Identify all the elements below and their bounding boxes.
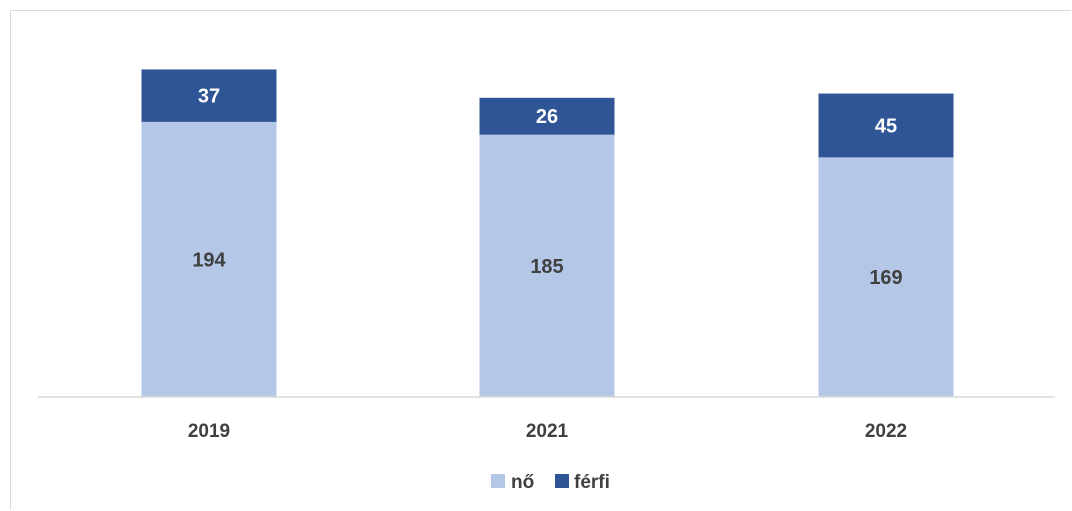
legend-label-ferfi: férfi <box>574 472 610 493</box>
legend: nő férfi <box>491 472 610 493</box>
data-label-ferfi-2021: 26 <box>536 106 558 128</box>
bar-ferfi-2021 <box>479 97 615 135</box>
bars-group: 194 37 185 26 169 45 <box>141 69 954 398</box>
legend-label-no: nő <box>511 472 534 493</box>
x-tick-label-2022: 2022 <box>865 421 907 442</box>
data-label-no-2019: 194 <box>192 249 226 271</box>
data-label-ferfi-2019: 37 <box>198 86 220 108</box>
legend-swatch-no <box>491 474 505 488</box>
x-tick-label-2021: 2021 <box>526 421 569 442</box>
bar-no-2019 <box>141 121 277 398</box>
x-tick-label-2019: 2019 <box>188 421 230 442</box>
bar-no-2021 <box>479 134 615 398</box>
data-label-no-2021: 185 <box>530 256 563 278</box>
x-tick-labels: 2019 2021 2022 <box>188 421 907 442</box>
data-label-no-2022: 169 <box>869 267 902 289</box>
chart-frame <box>10 10 1071 510</box>
bar-no-2022 <box>818 157 954 397</box>
bar-ferfi-2022 <box>818 93 954 158</box>
legend-swatch-ferfi <box>555 474 569 488</box>
bar-ferfi-2019 <box>141 69 277 122</box>
data-label-ferfi-2022: 45 <box>875 115 897 137</box>
